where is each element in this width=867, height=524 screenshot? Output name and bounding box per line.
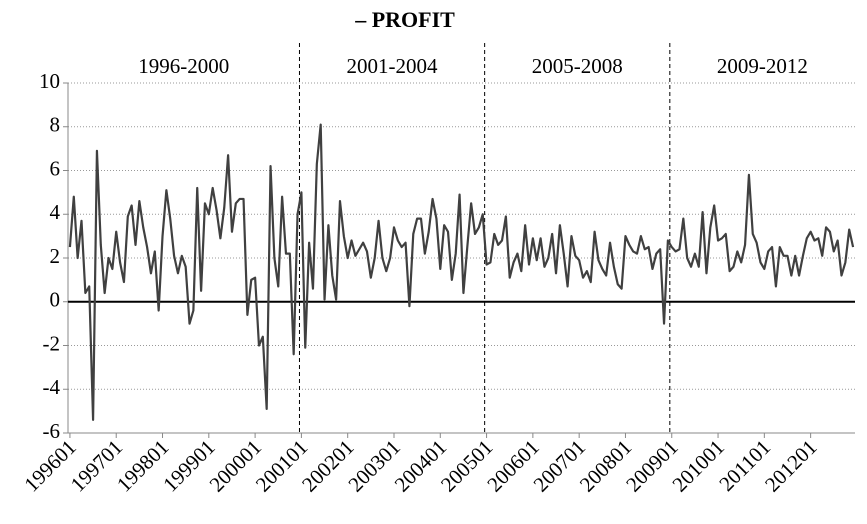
x-tick-label: 200801 bbox=[575, 435, 637, 497]
period-label: 2009-2012 bbox=[717, 54, 808, 78]
y-tick-label: 6 bbox=[50, 156, 61, 180]
period-label: 2001-2004 bbox=[347, 54, 438, 78]
x-tick-label: 200301 bbox=[343, 435, 405, 497]
y-tick-label: 8 bbox=[50, 113, 61, 137]
x-tick-label: 199801 bbox=[112, 435, 174, 497]
y-tick-label: -4 bbox=[43, 375, 61, 399]
y-tick-label: 4 bbox=[50, 200, 61, 224]
x-tick-label: 200001 bbox=[205, 435, 267, 497]
y-tick-label: 2 bbox=[50, 244, 61, 268]
x-tick-label: 199601 bbox=[19, 435, 81, 497]
x-tick-label: 200401 bbox=[390, 435, 452, 497]
period-label: 1996-2000 bbox=[138, 54, 229, 78]
x-tick-label: 201201 bbox=[760, 435, 822, 497]
y-tick-label: 0 bbox=[50, 288, 61, 312]
y-tick-label: -6 bbox=[43, 419, 61, 443]
chart-title: – PROFIT bbox=[354, 7, 455, 32]
x-tick-label: 201001 bbox=[667, 435, 729, 497]
y-tick-label: -2 bbox=[43, 331, 61, 355]
x-tick-label: 200201 bbox=[297, 435, 359, 497]
x-tick-label: 199701 bbox=[66, 435, 128, 497]
period-label: 2005-2008 bbox=[532, 54, 623, 78]
x-tick-label: 200101 bbox=[251, 435, 313, 497]
x-tick-label: 200901 bbox=[621, 435, 683, 497]
x-tick-label: 199901 bbox=[158, 435, 220, 497]
y-tick-label: 10 bbox=[39, 69, 60, 93]
x-tick-label: 200701 bbox=[529, 435, 591, 497]
x-tick-label: 200601 bbox=[482, 435, 544, 497]
data-line bbox=[68, 123, 855, 421]
x-tick-label: 200501 bbox=[436, 435, 498, 497]
